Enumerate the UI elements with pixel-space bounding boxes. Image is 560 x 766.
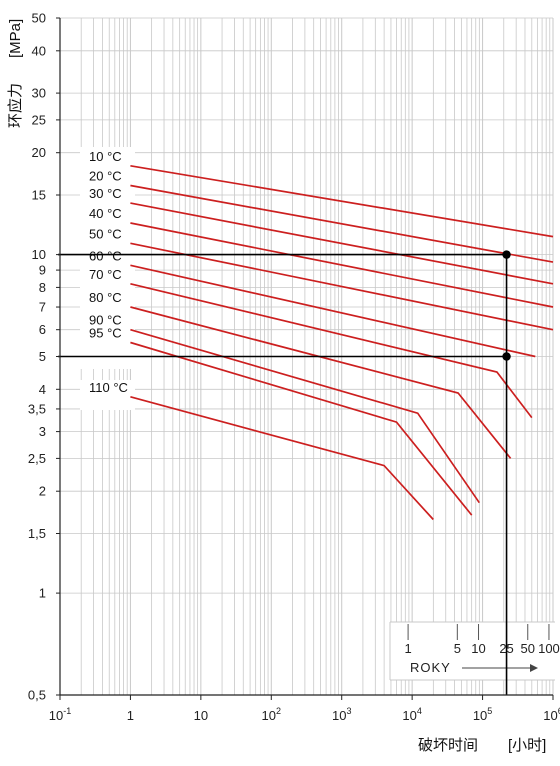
y-tick-label: 0,5	[28, 688, 46, 703]
x-tick-label: 1	[127, 708, 134, 723]
curve-95c	[130, 341, 473, 516]
x-tick-label: 102	[262, 706, 281, 723]
y-tick-label: 40	[32, 43, 46, 58]
years-tick-label: 1	[404, 641, 411, 656]
reference-marker	[502, 250, 511, 259]
curve-110c	[130, 395, 434, 521]
y-tick-label: 20	[32, 145, 46, 160]
years-arrow-head	[530, 664, 538, 672]
y-tick-label: 5	[39, 349, 46, 364]
y-tick-label: 9	[39, 263, 46, 278]
y-tick-label: 25	[32, 112, 46, 127]
reference-lines	[58, 250, 511, 695]
curve-40c	[130, 222, 554, 308]
curve-label: 50 °C	[89, 226, 122, 241]
curve-80c	[130, 306, 512, 459]
curve-60c	[130, 264, 536, 358]
y-axis-title: 环应力	[6, 83, 24, 128]
curve-20c	[130, 184, 554, 263]
curve-label: 10 °C	[89, 149, 122, 164]
label-backdrop	[80, 380, 135, 410]
curve-50c	[130, 242, 554, 331]
y-tick-label: 2	[39, 484, 46, 499]
curve-label: 70 °C	[89, 267, 122, 282]
curve-label: 20 °C	[89, 169, 122, 184]
temperature-labels: 10 °C 20 °C 30 °C 40 °C 50 °C 60 °C 70 °C 80 °C…	[89, 149, 128, 395]
x-tick-label: 104	[402, 706, 421, 723]
x-tick-label: 106	[543, 706, 560, 723]
curve-label: 90 °C	[89, 313, 122, 328]
curve-30c	[130, 202, 554, 285]
years-title: ROKY	[410, 660, 451, 675]
years-tick-label: 50	[521, 641, 535, 656]
y-tick-label: 7	[39, 300, 46, 315]
reference-marker	[502, 352, 511, 361]
y-tick-label: 30	[32, 86, 46, 101]
y-axis-unit: [MPa]	[7, 19, 24, 58]
temperature-curves	[130, 164, 554, 521]
y-tick-label: 1	[39, 586, 46, 601]
label-backdrop	[80, 147, 135, 369]
x-axis-title: 破坏时间	[418, 737, 478, 754]
curve-label: 110 °C	[89, 380, 128, 395]
x-axis-unit: [小时]	[508, 737, 546, 754]
x-tick-label: 10	[194, 708, 208, 723]
y-tick-label: 50	[32, 11, 46, 26]
curve-label: 80 °C	[89, 290, 122, 305]
y-tick-label: 8	[39, 280, 46, 295]
x-tick-label: 105	[473, 706, 492, 723]
y-tick-label: 10	[32, 247, 46, 262]
years-tick-label: 5	[454, 641, 461, 656]
y-tick-label: 3,5	[28, 401, 46, 416]
curve-label: 60 °C	[89, 248, 122, 263]
y-tick-label: 3	[39, 424, 46, 439]
curve-10c	[130, 164, 554, 238]
curve-label: 95 °C	[89, 325, 122, 340]
curve-70c	[130, 282, 533, 419]
y-tick-label: 15	[32, 187, 46, 202]
y-tick-label: 1,5	[28, 526, 46, 541]
x-tick-label: 103	[332, 706, 351, 723]
years-tick-label: 10	[471, 641, 485, 656]
curve-label: 40 °C	[89, 206, 122, 221]
y-tick-label: 2,5	[28, 451, 46, 466]
curve-label: 30 °C	[89, 186, 122, 201]
years-tick-label: 100	[538, 641, 560, 656]
curve-90c	[130, 328, 481, 504]
y-tick-label: 4	[39, 382, 46, 397]
y-tick-label: 6	[39, 322, 46, 337]
x-tick-label: 10-1	[49, 706, 71, 723]
